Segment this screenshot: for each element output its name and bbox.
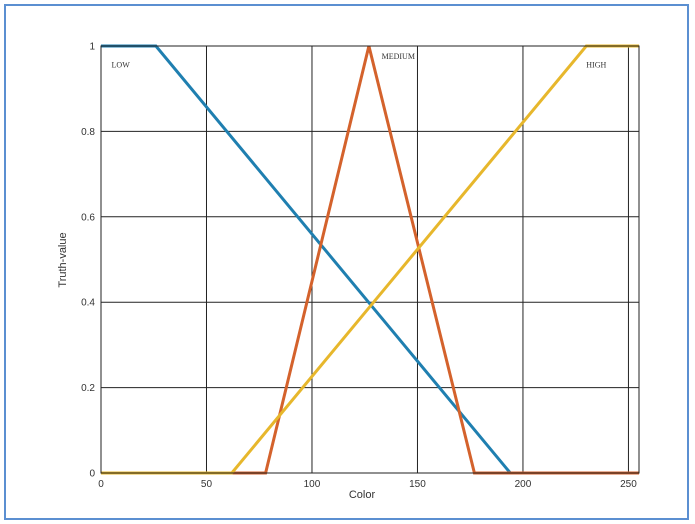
y-axis-label: Truth-value [57, 232, 69, 287]
plot-area [101, 46, 639, 473]
x-axis-label: Color [349, 489, 376, 501]
x-tick-label: 0 [98, 479, 104, 490]
series-label-medium: MEDIUM [382, 52, 415, 61]
y-tick-label: 1 [89, 42, 95, 53]
series-label-high: HIGH [586, 60, 606, 69]
y-tick-label: 0.8 [81, 127, 95, 138]
x-tick-label: 250 [620, 479, 637, 490]
x-tick-label: 200 [515, 479, 532, 490]
x-tick-label: 50 [201, 479, 213, 490]
x-tick-label: 100 [304, 479, 321, 490]
x-tick-label: 150 [409, 479, 426, 490]
plot-border [100, 45, 640, 474]
series-labels: LOW MEDIUM HIGH [112, 52, 607, 70]
y-tick-label: 0 [89, 469, 95, 480]
y-tick-label: 0.2 [81, 383, 95, 394]
y-tick-label: 0.4 [81, 298, 95, 309]
series-label-low: LOW [112, 60, 131, 69]
tick-labels: 0 50 100 150 200 250 0 0.2 0.4 0.6 0.8 1 [81, 42, 637, 491]
y-tick-label: 0.6 [81, 212, 95, 223]
